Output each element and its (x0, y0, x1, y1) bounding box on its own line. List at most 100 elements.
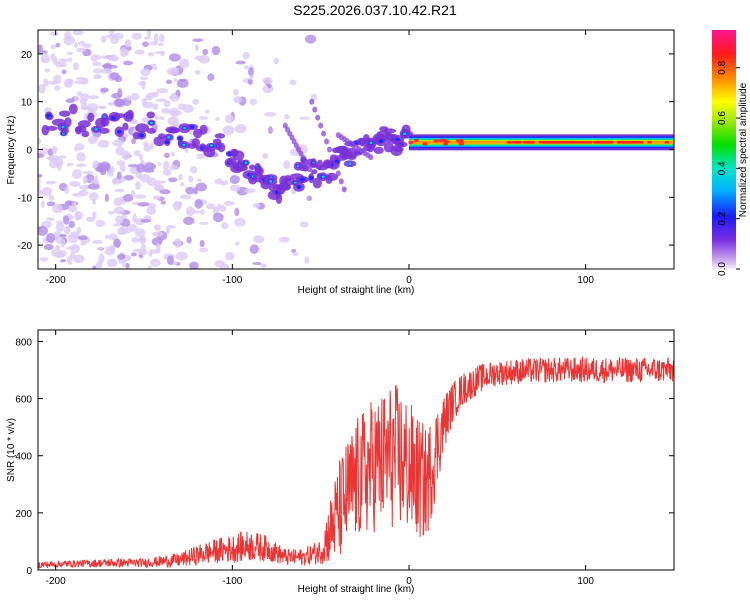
spectrogram-noise-blob (273, 57, 279, 65)
spectrogram-band-peak (673, 141, 674, 144)
spectrogram-band-onset (433, 139, 439, 143)
spectrogram-noise-blob (214, 178, 223, 185)
spectrogram-noise-blob (38, 137, 41, 145)
spectrogram-noise-blob (61, 69, 67, 75)
spectrogram-noise-blob (93, 175, 99, 185)
spectrogram-noise-blob (130, 190, 136, 197)
spectrogram-noise-blob (117, 88, 123, 98)
spectrogram-noise-blob (230, 184, 241, 192)
spectrogram-track-blob (81, 130, 90, 138)
spectrogram-noise-blob (63, 35, 75, 46)
spectrogram-noise-blob (284, 113, 290, 120)
spectrogram-band-onset (455, 139, 461, 143)
spectrogram-streak-blob (307, 166, 313, 173)
spectrogram-band-peak (514, 141, 522, 144)
spectrogram-track-blob (217, 142, 226, 153)
spectrogram-track-blob (316, 159, 324, 170)
spectrogram-band-peak (565, 141, 575, 144)
spectrogram-track-core (139, 133, 145, 138)
spectrogram-noise-blob (112, 178, 118, 185)
spectrogram-marks (38, 30, 674, 269)
spectrogram-noise-blob (199, 221, 209, 225)
spectrogram-track-peak (321, 175, 325, 178)
spectrogram-noise-blob (41, 186, 53, 197)
spectrogram-noise-blob (38, 44, 43, 55)
spectrogram-noise-blob (214, 260, 225, 268)
spectrogram-ytick-label: -20 (18, 241, 33, 252)
spectrogram-noise-blob (119, 163, 126, 173)
spectrogram-track-blob (158, 133, 166, 139)
spectrogram-track-blob (254, 166, 264, 177)
spectrogram-track-peak (167, 136, 171, 139)
spectrogram-noise-blob (113, 238, 121, 248)
snr-panel: -200 -100 0 100 0 200 400 600 800 Height of stra… (6, 329, 675, 595)
spectrogram-noise-blob (194, 198, 203, 209)
spectrogram-noise-blob (168, 53, 181, 62)
spectrogram-noise-blob (55, 61, 61, 65)
spectrogram-track-core (189, 124, 195, 129)
spectrogram-track-blob (312, 177, 322, 189)
spectrogram-track-blob (232, 150, 245, 161)
spectrogram-noise-blob (72, 30, 84, 36)
spectrogram-noise-blob (124, 49, 129, 55)
snr-xtick-label: 100 (577, 576, 594, 587)
spectrogram-track-blob (78, 120, 91, 128)
spectrogram-band-peak (552, 141, 561, 144)
spectrogram-noise-blob (59, 259, 67, 263)
spectrogram-band-peak (581, 141, 592, 144)
spectrogram-noise-blob (155, 98, 167, 103)
spectrogram-noise-blob (87, 183, 100, 190)
spectrogram-noise-blob (244, 65, 250, 70)
spectrogram-noise-blob (46, 201, 56, 207)
spectrogram-noise-blob (200, 208, 205, 215)
snr-ytick-label: 600 (15, 395, 32, 406)
spectrogram-noise-blob (134, 227, 146, 238)
snr-xtick-label: 0 (406, 576, 412, 587)
spectrogram-noise-blob (146, 206, 157, 215)
spectrogram-noise-blob (69, 180, 81, 188)
spectrogram-noise-blob (56, 161, 62, 172)
spectrogram-noise-blob (162, 160, 170, 171)
spectrogram-streak-blob (315, 114, 321, 121)
spectrogram-noise-blob (134, 194, 147, 199)
spectrogram-band-peak (637, 141, 643, 144)
spectrogram-noise-blob (70, 244, 81, 254)
spectrogram-noise-blob (108, 233, 118, 241)
spectrogram-noise-blob (174, 238, 182, 249)
spectrogram-noise-blob (177, 103, 188, 111)
spectrogram-noise-blob (260, 263, 267, 268)
snr-ytick-label: 400 (15, 452, 32, 463)
spectrogram-noise-blob (104, 246, 115, 250)
spectrogram-noise-blob (139, 76, 149, 81)
spectrogram-noise-blob (183, 216, 195, 226)
spectrogram-noise-blob (202, 48, 209, 56)
spectrogram-noise-blob (45, 180, 57, 185)
spectrogram-noise-blob (95, 219, 105, 228)
spectrogram-noise-blob (130, 92, 140, 101)
spectrogram-noise-blob (107, 210, 115, 215)
spectrogram-track-blob (58, 110, 71, 117)
spectrogram-band-peak (647, 141, 652, 144)
spectrogram-track-blob (45, 125, 58, 131)
spectrogram-noise-blob (242, 51, 250, 60)
snr-ytick-label: 0 (26, 566, 32, 577)
spectrogram-noise-blob (186, 206, 195, 217)
colorbar-tick-label: 0.2 (717, 211, 728, 225)
spectrogram-noise-blob (55, 244, 61, 251)
spectrogram-track-blob (98, 127, 110, 134)
spectrogram-noise-blob (59, 233, 67, 238)
spectrogram-noise-blob (133, 150, 141, 157)
spectrogram-track-blob (347, 154, 357, 161)
spectrogram-noise-blob (154, 115, 159, 120)
spectrogram-noise-blob (82, 170, 94, 175)
spectrogram-noise-blob (68, 57, 73, 62)
spectrogram-track-blob (214, 133, 226, 139)
spectrogram-noise-blob (140, 68, 151, 77)
spectrogram-noise-blob (75, 76, 85, 80)
spectrogram-noise-blob (194, 69, 201, 75)
spectrogram-noise-blob (199, 239, 205, 248)
spectrogram-noise-blob (74, 42, 79, 49)
spectrogram-noise-blob (45, 232, 56, 243)
spectrogram-noise-blob (150, 258, 161, 267)
